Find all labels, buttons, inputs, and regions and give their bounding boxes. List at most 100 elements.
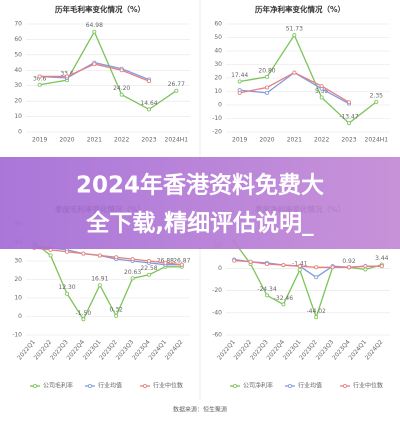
data-label: 20.63 [124, 269, 141, 276]
y-tick-label: 50 [14, 51, 22, 58]
data-label: 64.98 [86, 22, 103, 29]
y-tick-label: 20 [14, 276, 22, 283]
data-label: 16.91 [91, 276, 108, 283]
point [146, 258, 151, 263]
x-tick-label: 2020 [259, 137, 274, 144]
point [363, 264, 368, 269]
point [248, 259, 253, 264]
legend-label: 行业中位数 [153, 382, 183, 390]
point [330, 265, 335, 270]
point [81, 317, 86, 322]
y-tick-label: 30 [14, 258, 22, 265]
banner-line: 全下载,精细评估说明_ [85, 210, 314, 237]
banner-line: 2024年香港资料免费大 [76, 172, 324, 199]
data-label: 26.77 [168, 81, 185, 88]
y-tick-label: 30 [14, 82, 22, 89]
chart-title: 历年净利率变化情况（%） [255, 4, 345, 14]
x-tick-label: 2022 [114, 137, 129, 144]
x-tick-label: 2024H1 [165, 137, 189, 144]
x-tick-label: 2024H1 [365, 137, 389, 144]
data-label: -24.34 [257, 286, 277, 293]
point [37, 82, 42, 87]
point [281, 302, 286, 307]
legend-label: 行业中位数 [353, 382, 383, 390]
y-tick-label: -10 [212, 115, 222, 122]
series-line [233, 241, 382, 320]
footer: 数据来源：恒生聚源 [173, 406, 227, 414]
point [119, 92, 124, 97]
x-tick-label: 2022 [314, 137, 329, 144]
series-line [39, 30, 177, 111]
point [37, 74, 42, 79]
y-tick-label: -20 [212, 129, 222, 136]
point [65, 249, 70, 254]
point [264, 74, 269, 79]
legend-label: 行业均值 [298, 382, 322, 390]
data-label: 3.44 [375, 255, 389, 262]
point [114, 255, 119, 260]
y-tick-label: -60 [212, 332, 222, 339]
point [292, 33, 297, 38]
data-label: 14.64 [140, 100, 157, 107]
point [174, 88, 179, 93]
y-tick-label: 30 [214, 61, 222, 68]
point [292, 70, 297, 75]
legend-marker [88, 383, 93, 388]
y-tick-label: 0 [18, 313, 22, 320]
y-tick-label: -10 [12, 332, 22, 339]
series-line [239, 71, 350, 103]
y-tick-label: 40 [214, 48, 222, 55]
data-label: 17.44 [231, 72, 248, 79]
point [179, 262, 184, 267]
data-label: 12.30 [58, 284, 75, 291]
data-label: 30.6 [33, 75, 47, 82]
x-tick-label: 2023 [141, 137, 156, 144]
x-tick-label: 2020 [59, 137, 74, 144]
point [346, 121, 351, 126]
legend-label: 公司毛利率 [43, 382, 73, 390]
point [92, 62, 97, 67]
y-tick-label: 10 [214, 88, 222, 95]
y-tick-label: 0 [218, 102, 222, 109]
x-tick-label: 2023 [341, 137, 356, 144]
x-tick-label: 2024Q2 [164, 339, 185, 362]
point [363, 267, 368, 272]
y-tick-label: -40 [212, 309, 222, 316]
point [163, 260, 168, 265]
y-tick-label: 40 [14, 67, 22, 74]
banner [0, 157, 400, 249]
x-tick-label: 2021 [287, 137, 302, 144]
series-line [234, 259, 382, 268]
x-tick-label: 2019 [32, 137, 47, 144]
point [92, 29, 97, 34]
y-tick-label: 10 [14, 113, 22, 120]
legend-label: 公司净利率 [243, 382, 273, 390]
data-label: 0.92 [342, 258, 356, 265]
point [130, 257, 135, 262]
point [374, 99, 379, 104]
data-label: 2.35 [370, 92, 384, 99]
legend-label: 行业均值 [98, 382, 122, 390]
legend-marker [33, 383, 38, 388]
point [264, 293, 269, 298]
data-label: 26.87 [173, 257, 190, 264]
data-label: -32.46 [274, 295, 294, 302]
point [146, 79, 151, 84]
point [146, 272, 151, 277]
legend-marker [232, 383, 237, 388]
data-label: -13.47 [339, 114, 359, 121]
y-tick-label: 20 [214, 75, 222, 82]
y-tick-label: 20 [14, 98, 22, 105]
point [97, 283, 102, 288]
y-tick-label: 50 [214, 34, 222, 41]
y-tick-label: 60 [214, 21, 222, 28]
point [264, 85, 269, 90]
data-label: -1.41 [292, 260, 308, 267]
point [81, 251, 86, 256]
point [281, 263, 286, 268]
data-label: 0.32 [110, 306, 124, 313]
series-line [33, 241, 182, 321]
x-tick-label: 2021 [87, 137, 102, 144]
data-label: 5.55 [315, 88, 329, 95]
